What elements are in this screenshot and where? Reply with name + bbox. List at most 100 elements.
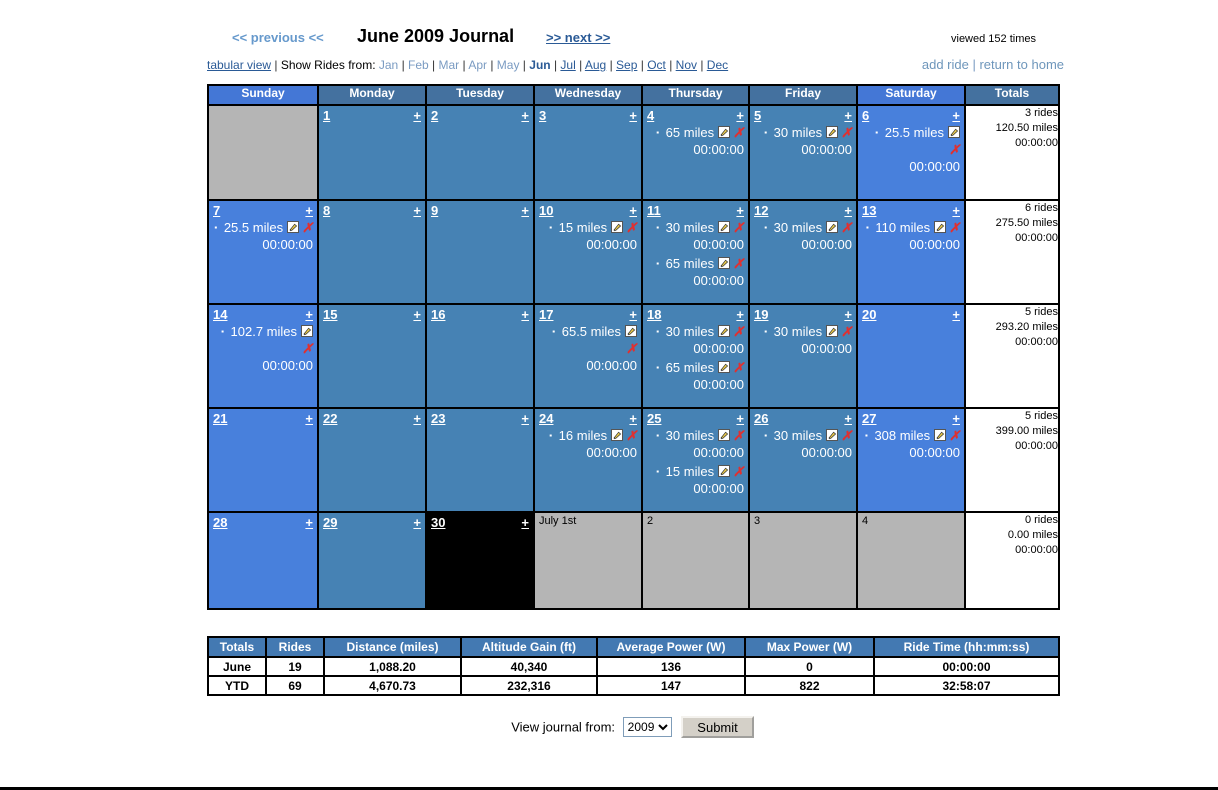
delete-ride-icon[interactable]: ✗ bbox=[841, 125, 852, 140]
day-link-23[interactable]: 23 bbox=[431, 411, 446, 426]
day-link-2[interactable]: 2 bbox=[431, 108, 439, 123]
delete-ride-icon[interactable]: ✗ bbox=[733, 360, 744, 375]
add-ride-plus-link[interactable]: + bbox=[952, 411, 960, 426]
month-link-jan[interactable]: Jan bbox=[378, 58, 399, 72]
add-ride-plus-link[interactable]: + bbox=[844, 411, 852, 426]
edit-ride-icon[interactable] bbox=[934, 429, 947, 441]
day-link-1[interactable]: 1 bbox=[323, 108, 331, 123]
day-link-17[interactable]: 17 bbox=[539, 307, 554, 322]
add-ride-plus-link[interactable]: + bbox=[413, 411, 421, 426]
edit-ride-icon[interactable] bbox=[625, 325, 637, 337]
day-link-18[interactable]: 18 bbox=[647, 307, 662, 322]
edit-ride-icon[interactable] bbox=[826, 221, 839, 233]
previous-month-link[interactable]: << previous << bbox=[232, 30, 324, 45]
edit-ride-icon[interactable] bbox=[301, 325, 313, 337]
add-ride-plus-link[interactable]: + bbox=[521, 108, 529, 123]
day-link-29[interactable]: 29 bbox=[323, 515, 338, 530]
day-link-8[interactable]: 8 bbox=[323, 203, 331, 218]
month-link-jun[interactable]: Jun bbox=[529, 58, 551, 72]
edit-ride-icon[interactable] bbox=[826, 429, 839, 441]
add-ride-plus-link[interactable]: + bbox=[844, 307, 852, 322]
tabular-view-link[interactable]: tabular view bbox=[207, 58, 272, 72]
add-ride-plus-link[interactable]: + bbox=[521, 515, 529, 530]
delete-ride-icon[interactable]: ✗ bbox=[626, 428, 637, 443]
month-link-dec[interactable]: Dec bbox=[706, 58, 729, 72]
delete-ride-icon[interactable]: ✗ bbox=[949, 142, 960, 157]
add-ride-plus-link[interactable]: + bbox=[844, 203, 852, 218]
edit-ride-icon[interactable] bbox=[948, 126, 960, 138]
add-ride-plus-link[interactable]: + bbox=[736, 203, 744, 218]
day-link-10[interactable]: 10 bbox=[539, 203, 554, 218]
edit-ride-icon[interactable] bbox=[718, 465, 731, 477]
edit-ride-icon[interactable] bbox=[287, 221, 300, 233]
day-link-15[interactable]: 15 bbox=[323, 307, 338, 322]
day-link-26[interactable]: 26 bbox=[754, 411, 769, 426]
month-link-nov[interactable]: Nov bbox=[675, 58, 697, 72]
edit-ride-icon[interactable] bbox=[718, 257, 731, 269]
day-link-22[interactable]: 22 bbox=[323, 411, 338, 426]
delete-ride-icon[interactable]: ✗ bbox=[626, 341, 637, 356]
add-ride-plus-link[interactable]: + bbox=[521, 411, 529, 426]
delete-ride-icon[interactable]: ✗ bbox=[733, 220, 744, 235]
delete-ride-icon[interactable]: ✗ bbox=[841, 324, 852, 339]
edit-ride-icon[interactable] bbox=[718, 126, 731, 138]
delete-ride-icon[interactable]: ✗ bbox=[733, 125, 744, 140]
month-link-mar[interactable]: Mar bbox=[438, 58, 460, 72]
add-ride-plus-link[interactable]: + bbox=[736, 108, 744, 123]
day-link-11[interactable]: 11 bbox=[647, 203, 661, 218]
delete-ride-icon[interactable]: ✗ bbox=[733, 324, 744, 339]
day-link-21[interactable]: 21 bbox=[213, 411, 228, 426]
add-ride-link[interactable]: add ride bbox=[921, 57, 969, 72]
day-link-12[interactable]: 12 bbox=[754, 203, 769, 218]
delete-ride-icon[interactable]: ✗ bbox=[949, 428, 960, 443]
edit-ride-icon[interactable] bbox=[718, 429, 731, 441]
day-link-28[interactable]: 28 bbox=[213, 515, 228, 530]
month-link-apr[interactable]: Apr bbox=[468, 58, 487, 72]
delete-ride-icon[interactable]: ✗ bbox=[302, 220, 313, 235]
add-ride-plus-link[interactable]: + bbox=[629, 203, 637, 218]
add-ride-plus-link[interactable]: + bbox=[629, 307, 637, 322]
edit-ride-icon[interactable] bbox=[611, 429, 624, 441]
day-link-24[interactable]: 24 bbox=[539, 411, 554, 426]
edit-ride-icon[interactable] bbox=[718, 221, 731, 233]
day-link-9[interactable]: 9 bbox=[431, 203, 439, 218]
day-link-20[interactable]: 20 bbox=[862, 307, 877, 322]
edit-ride-icon[interactable] bbox=[718, 325, 731, 337]
submit-button[interactable]: Submit bbox=[681, 716, 754, 738]
add-ride-plus-link[interactable]: + bbox=[413, 515, 421, 530]
add-ride-plus-link[interactable]: + bbox=[413, 307, 421, 322]
month-link-oct[interactable]: Oct bbox=[647, 58, 666, 72]
day-link-13[interactable]: 13 bbox=[862, 203, 877, 218]
add-ride-plus-link[interactable]: + bbox=[305, 203, 313, 218]
next-month-link[interactable]: >> next >> bbox=[546, 30, 611, 45]
day-link-3[interactable]: 3 bbox=[539, 108, 547, 123]
month-link-aug[interactable]: Aug bbox=[584, 58, 607, 72]
add-ride-plus-link[interactable]: + bbox=[629, 108, 637, 123]
month-link-sep[interactable]: Sep bbox=[616, 58, 638, 72]
day-link-6[interactable]: 6 bbox=[862, 108, 870, 123]
day-link-27[interactable]: 27 bbox=[862, 411, 877, 426]
add-ride-plus-link[interactable]: + bbox=[521, 203, 529, 218]
delete-ride-icon[interactable]: ✗ bbox=[733, 464, 744, 479]
return-home-link[interactable]: return to home bbox=[979, 57, 1064, 72]
day-link-25[interactable]: 25 bbox=[647, 411, 662, 426]
add-ride-plus-link[interactable]: + bbox=[305, 307, 313, 322]
day-link-19[interactable]: 19 bbox=[754, 307, 769, 322]
add-ride-plus-link[interactable]: + bbox=[521, 307, 529, 322]
delete-ride-icon[interactable]: ✗ bbox=[733, 256, 744, 271]
day-link-16[interactable]: 16 bbox=[431, 307, 446, 322]
month-link-jul[interactable]: Jul bbox=[560, 58, 576, 72]
day-link-14[interactable]: 14 bbox=[213, 307, 228, 322]
edit-ride-icon[interactable] bbox=[826, 126, 839, 138]
add-ride-plus-link[interactable]: + bbox=[413, 203, 421, 218]
add-ride-plus-link[interactable]: + bbox=[952, 108, 960, 123]
add-ride-plus-link[interactable]: + bbox=[952, 307, 960, 322]
edit-ride-icon[interactable] bbox=[718, 361, 731, 373]
add-ride-plus-link[interactable]: + bbox=[736, 307, 744, 322]
delete-ride-icon[interactable]: ✗ bbox=[949, 220, 960, 235]
delete-ride-icon[interactable]: ✗ bbox=[302, 341, 313, 356]
delete-ride-icon[interactable]: ✗ bbox=[841, 220, 852, 235]
add-ride-plus-link[interactable]: + bbox=[629, 411, 637, 426]
delete-ride-icon[interactable]: ✗ bbox=[626, 220, 637, 235]
add-ride-plus-link[interactable]: + bbox=[413, 108, 421, 123]
